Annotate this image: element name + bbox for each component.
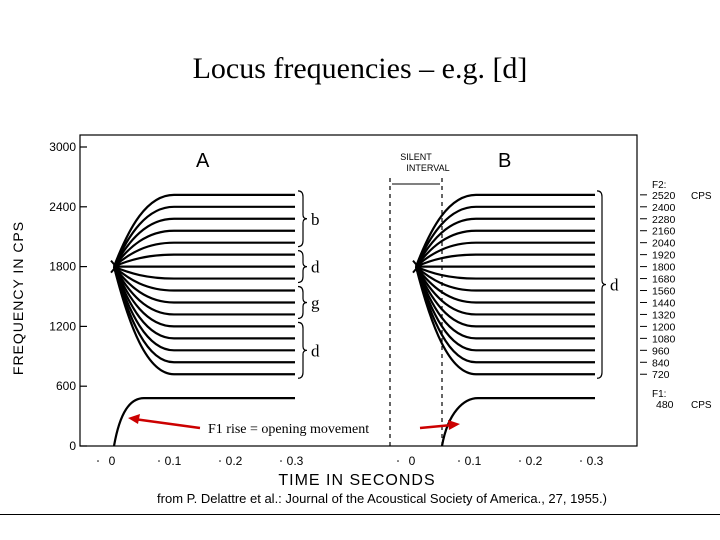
f2-legend-title: F2:: [652, 180, 666, 191]
x-tick-dot: [580, 460, 582, 462]
y-axis: 3000 2400 1800 1200 600 0 FREQUENCY IN CPS TIME…: [10, 140, 435, 489]
y-axis-label: FREQUENCY IN CPS: [10, 221, 26, 375]
f1-formant-line: [112, 397, 295, 447]
f2-formant-line: [415, 265, 595, 304]
x-tick-label: 0.2: [226, 454, 243, 468]
f1-legend-title: F1:: [652, 389, 666, 400]
f2-legend-value: 1440: [652, 297, 676, 309]
f2-legend-value: 1200: [652, 321, 676, 333]
x-tick-dot: [519, 460, 521, 462]
annotation-arrow-right: [419, 423, 453, 430]
y-tick-label: 2400: [49, 200, 76, 214]
silent-interval-label: INTERVAL: [406, 163, 449, 173]
f2-formant-line: [113, 217, 295, 268]
x-tick-dot: [397, 460, 399, 462]
x-tick-dot: [158, 460, 160, 462]
y-tick-label: 3000: [49, 140, 76, 154]
panel-label: A: [196, 150, 210, 172]
group-brace: [297, 250, 308, 284]
f2-formant-line: [414, 266, 595, 376]
y-tick-label: 600: [56, 379, 76, 393]
f2-legend-value: 2520: [652, 190, 676, 202]
annotation-text: F1 rise = opening movement: [208, 422, 369, 437]
f2-legend-value: 2040: [652, 238, 676, 250]
group-brace: [596, 190, 607, 379]
x-tick-label: 0: [409, 454, 416, 468]
x-tick-dot: [458, 460, 460, 462]
panel-label: B: [498, 150, 511, 172]
f2-formant-line: [415, 265, 595, 280]
f2-legend-value: 1080: [652, 333, 676, 345]
x-tick-dot: [219, 460, 221, 462]
f2-legend-value: 2280: [652, 214, 676, 226]
f1-legend-value: 480: [656, 399, 674, 411]
slide-title: Locus frequencies – e.g. [d]: [192, 52, 528, 85]
f1-formant-line: [440, 397, 595, 447]
f2-legend-value: 1560: [652, 286, 676, 298]
legend-unit: CPS: [691, 191, 712, 202]
annotation-arrowhead-right: [448, 420, 460, 430]
f2-legend-value: 720: [652, 369, 670, 381]
annotation-arrow-left: [133, 417, 201, 430]
group-brace: [297, 321, 308, 379]
y-tick-label: 0: [69, 439, 76, 453]
silent-interval-label: SILENT: [400, 152, 432, 162]
annotation-group: F1 rise = opening movement: [128, 414, 460, 437]
annotation-arrowhead-left: [128, 414, 140, 424]
f2-legend-value: 2160: [652, 226, 676, 238]
group-brace: [297, 190, 308, 248]
footer-line: [0, 514, 720, 515]
f2-formant-line: [415, 253, 595, 268]
f2-formant-line: [415, 241, 595, 268]
citation-text: from P. Delattre et al.: Journal of the …: [157, 491, 607, 506]
f2-formant-line: [113, 241, 295, 268]
f2-formant-line: [113, 265, 295, 292]
y-tick-label: 1800: [49, 260, 76, 274]
group-label: d: [610, 276, 619, 295]
f2-formant-line: [415, 229, 595, 268]
y-tick-label: 1200: [49, 319, 76, 333]
f2-legend-value: 1320: [652, 309, 676, 321]
f2-formant-line: [112, 266, 295, 376]
group-label: d: [311, 341, 320, 360]
group-label: b: [311, 210, 320, 229]
group-brace: [297, 285, 308, 320]
frequency-legend: F2:2520240022802160204019201800168015601…: [640, 180, 712, 411]
f2-legend-value: 840: [652, 357, 670, 369]
group-label: d: [311, 258, 320, 277]
f2-formant-line: [415, 217, 595, 268]
x-tick-dot: [280, 460, 282, 462]
f2-legend-value: 1680: [652, 274, 676, 286]
f2-legend-value: 960: [652, 345, 670, 357]
f2-legend-value: 1800: [652, 262, 676, 274]
onset-mark: [110, 259, 118, 274]
x-tick-label: 0.1: [165, 454, 182, 468]
f2-formant-line: [113, 265, 295, 280]
f2-legend-value: 1920: [652, 250, 676, 262]
f2-formant-line: [113, 265, 295, 304]
x-tick-label: 0.3: [287, 454, 304, 468]
x-tick-label: 0.2: [526, 454, 543, 468]
f2-formant-line: [113, 253, 295, 268]
f2-formant-line: [415, 265, 595, 292]
f2-formant-line: [414, 205, 595, 268]
plot-frame: [79, 134, 638, 447]
plot-border: [79, 134, 638, 447]
x-tick-label: 0: [109, 454, 116, 468]
f2-legend-value: 2400: [652, 202, 676, 214]
x-axis-label: TIME IN SECONDS: [278, 472, 435, 489]
f2-formant-line: [112, 205, 295, 268]
x-tick-label: 0.3: [587, 454, 604, 468]
legend-unit: CPS: [691, 400, 712, 411]
x-tick-dot: [97, 460, 99, 462]
x-tick-label: 0.1: [465, 454, 482, 468]
f2-formant-line: [113, 229, 295, 268]
onset-mark: [412, 259, 420, 274]
group-label: g: [311, 293, 320, 312]
